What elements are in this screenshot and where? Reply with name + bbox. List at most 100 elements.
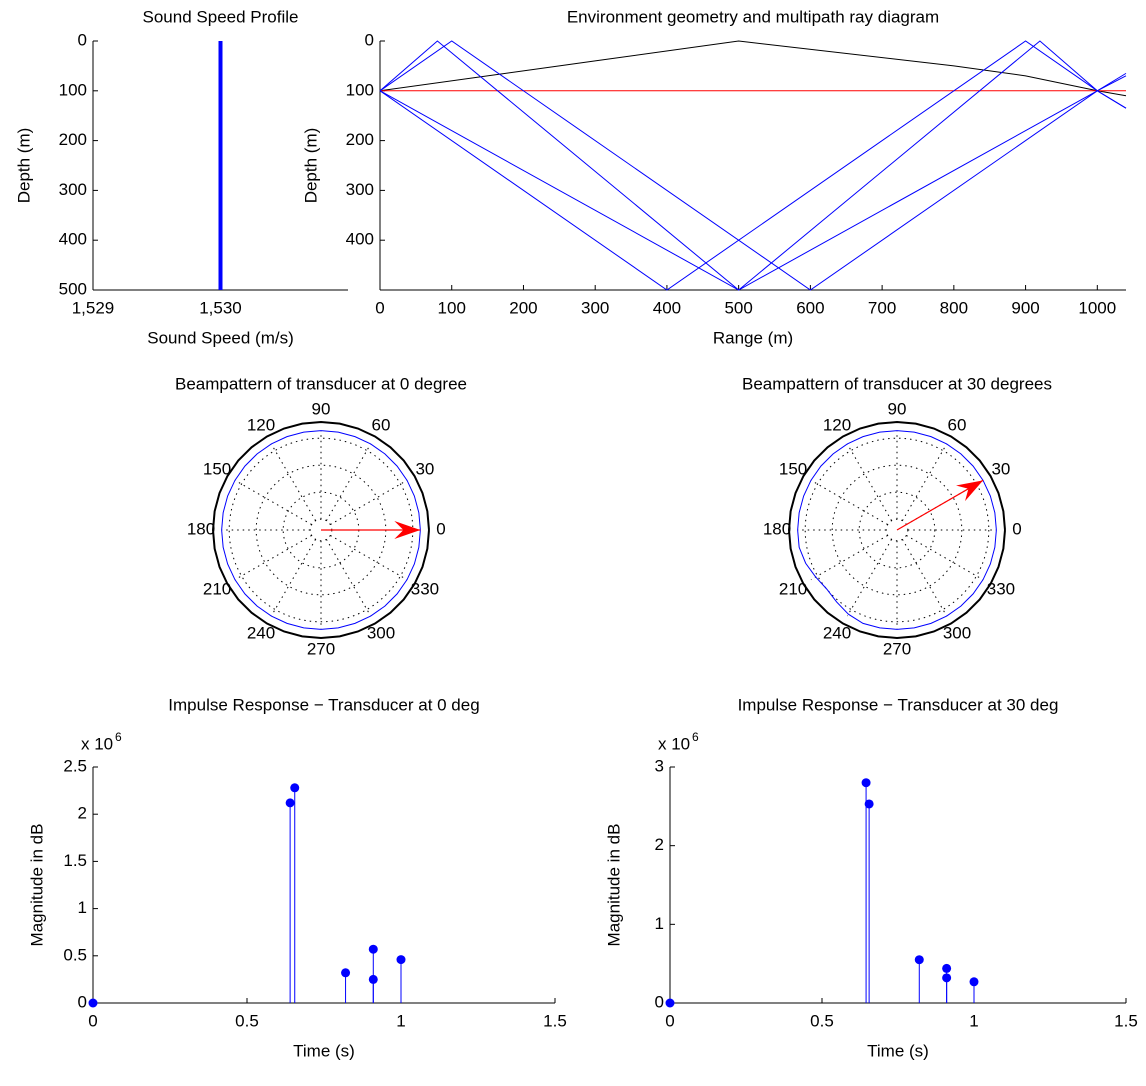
y-tick-label: 100 bbox=[346, 80, 374, 99]
x-tick-label: 0.5 bbox=[810, 1011, 834, 1030]
theta-tick-label: 300 bbox=[943, 623, 971, 642]
y-multiplier: x 10 bbox=[658, 734, 690, 753]
y-tick-label: 200 bbox=[59, 130, 87, 149]
x-tick-label: 0 bbox=[665, 1011, 674, 1030]
stem-marker bbox=[942, 973, 952, 983]
x-tick-label: 700 bbox=[868, 298, 896, 317]
grid-spoke bbox=[325, 539, 372, 617]
theta-tick-label: 240 bbox=[247, 623, 275, 642]
chart-title: Environment geometry and multipath ray d… bbox=[567, 7, 939, 26]
x-axis-label: Range (m) bbox=[713, 328, 793, 347]
stem-marker bbox=[285, 798, 295, 808]
y-tick-label: 0 bbox=[78, 992, 87, 1011]
y-axis-label: Depth (m) bbox=[301, 128, 320, 204]
y-multiplier-exponent: 6 bbox=[115, 730, 122, 744]
theta-tick-label: 90 bbox=[888, 399, 907, 418]
line bbox=[379, 40, 1127, 291]
line bbox=[379, 40, 1127, 291]
grid-spoke bbox=[846, 539, 893, 617]
chart-title: Beampattern of transducer at 0 degree bbox=[175, 374, 467, 393]
y-tick-label: 2.5 bbox=[63, 756, 87, 775]
grid-spoke bbox=[270, 443, 317, 521]
grid-spoke bbox=[325, 443, 372, 521]
grid-ring bbox=[858, 491, 936, 569]
grid-spoke bbox=[846, 443, 893, 521]
theta-tick-label: 60 bbox=[372, 416, 391, 435]
x-tick-label: 100 bbox=[438, 298, 466, 317]
theta-tick-label: 210 bbox=[779, 579, 807, 598]
theta-tick-label: 0 bbox=[436, 519, 445, 538]
theta-tick-label: 120 bbox=[247, 416, 275, 435]
theta-tick-label: 60 bbox=[948, 416, 967, 435]
theta-tick-label: 180 bbox=[763, 519, 791, 538]
theta-tick-label: 150 bbox=[203, 459, 231, 478]
y-axis-label: Magnitude in dB bbox=[604, 824, 623, 947]
grid-ring bbox=[831, 464, 963, 596]
x-tick-label: 800 bbox=[940, 298, 968, 317]
y-tick-label: 300 bbox=[59, 180, 87, 199]
beampattern bbox=[211, 420, 430, 640]
chart-title: Impulse Response − Transducer at 0 deg bbox=[168, 695, 479, 714]
y-tick-label: 400 bbox=[346, 230, 374, 249]
theta-tick-label: 270 bbox=[307, 639, 335, 658]
x-axis-label: Time (s) bbox=[293, 1041, 355, 1060]
arrow-head bbox=[956, 480, 984, 502]
y-tick-label: 400 bbox=[59, 230, 87, 249]
x-tick-label: 1 bbox=[969, 1011, 978, 1030]
y-tick-label: 2 bbox=[78, 804, 87, 823]
stem-marker bbox=[942, 963, 952, 973]
y-tick-label: 3 bbox=[655, 756, 664, 775]
theta-tick-label: 210 bbox=[203, 579, 231, 598]
x-tick-label: 1000 bbox=[1078, 298, 1116, 317]
stem-marker bbox=[864, 799, 874, 809]
beampattern bbox=[221, 430, 421, 630]
line bbox=[379, 40, 1127, 97]
y-multiplier-exponent: 6 bbox=[692, 730, 699, 744]
chart-title: Sound Speed Profile bbox=[143, 7, 299, 26]
theta-tick-label: 150 bbox=[779, 459, 807, 478]
x-tick-label: 1.5 bbox=[543, 1011, 567, 1030]
stem-marker bbox=[396, 955, 406, 965]
grid-spoke bbox=[906, 534, 984, 581]
x-tick-label: 0 bbox=[88, 1011, 97, 1030]
y-tick-label: 0.5 bbox=[63, 945, 87, 964]
y-tick-label: 100 bbox=[59, 80, 87, 99]
grid-spoke bbox=[901, 443, 948, 521]
y-tick-label: 500 bbox=[59, 279, 87, 298]
y-tick-label: 1 bbox=[655, 914, 664, 933]
stem-marker bbox=[914, 955, 924, 965]
stem-marker bbox=[341, 968, 351, 978]
stem-marker bbox=[368, 944, 378, 954]
grid-spoke bbox=[270, 539, 317, 617]
x-tick-label: 200 bbox=[509, 298, 537, 317]
y-multiplier: x 10 bbox=[81, 734, 113, 753]
y-axis-label: Magnitude in dB bbox=[27, 824, 46, 947]
x-axis-label: Time (s) bbox=[867, 1041, 929, 1060]
theta-tick-label: 300 bbox=[367, 623, 395, 642]
arrow-head bbox=[394, 521, 421, 539]
x-tick-label: 400 bbox=[653, 298, 681, 317]
stem-marker bbox=[88, 998, 98, 1008]
x-tick-label: 1,530 bbox=[199, 298, 242, 317]
y-tick-label: 200 bbox=[346, 130, 374, 149]
x-tick-label: 1,529 bbox=[72, 298, 115, 317]
chart-title: Beampattern of transducer at 30 degrees bbox=[742, 374, 1052, 393]
y-tick-label: 300 bbox=[346, 180, 374, 199]
grid-spoke bbox=[234, 534, 312, 581]
chart-title: Impulse Response − Transducer at 30 deg bbox=[738, 695, 1059, 714]
grid-spoke bbox=[234, 479, 312, 526]
y-tick-label: 1 bbox=[78, 898, 87, 917]
grid-spoke bbox=[810, 534, 888, 581]
y-tick-label: 0 bbox=[365, 30, 374, 49]
theta-tick-label: 30 bbox=[415, 459, 434, 478]
y-tick-label: 0 bbox=[78, 30, 87, 49]
x-tick-label: 0 bbox=[375, 298, 384, 317]
theta-tick-label: 30 bbox=[991, 459, 1010, 478]
theta-tick-label: 120 bbox=[823, 416, 851, 435]
grid-spoke bbox=[330, 534, 408, 581]
theta-tick-label: 90 bbox=[312, 399, 331, 418]
beampattern bbox=[797, 430, 997, 630]
grid-spoke bbox=[901, 539, 948, 617]
line bbox=[379, 40, 1127, 291]
